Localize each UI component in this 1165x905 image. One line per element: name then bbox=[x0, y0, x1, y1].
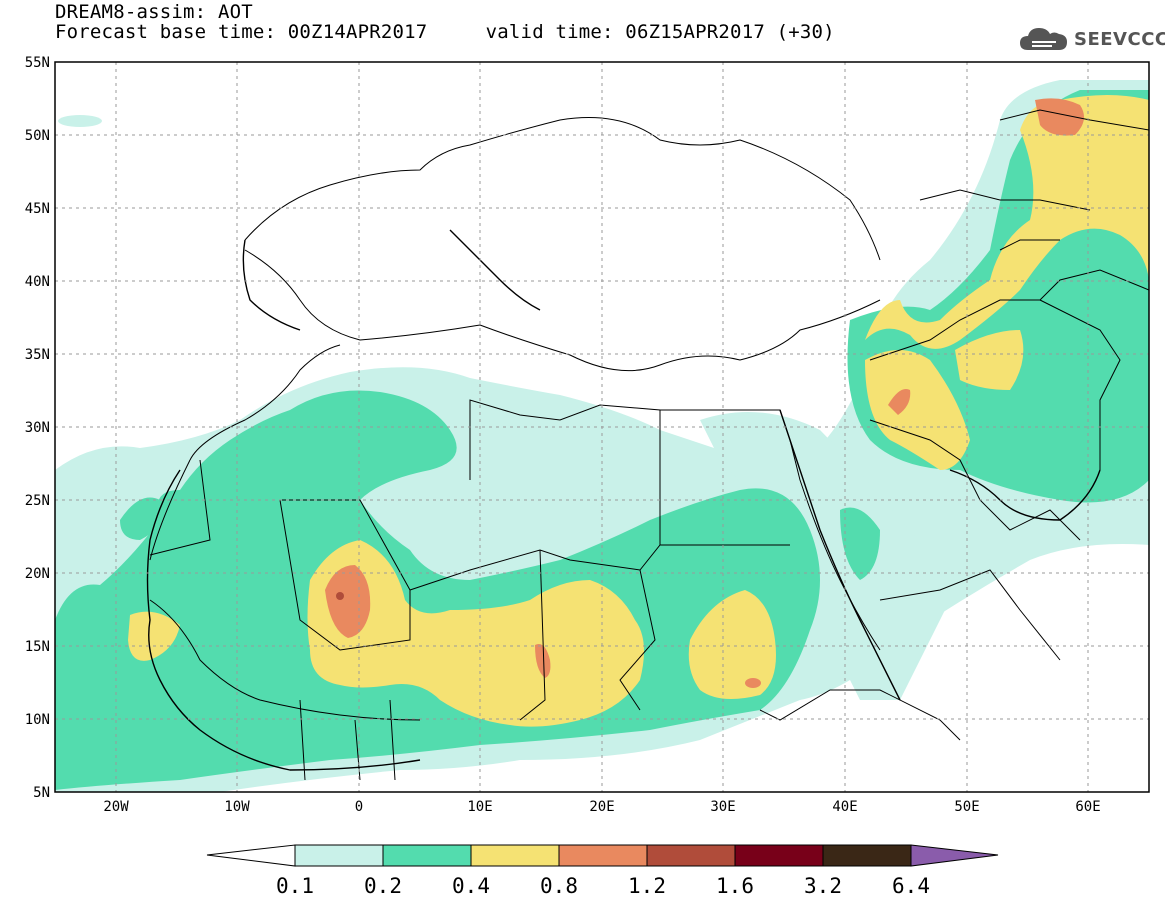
colorbar-label: 6.4 bbox=[892, 874, 930, 898]
colorbar-swatch bbox=[382, 844, 472, 867]
colorbar-swatch bbox=[646, 844, 736, 867]
map-title: DREAM8-assim: AOT bbox=[55, 1, 253, 23]
colorbar-over-arrow bbox=[910, 844, 999, 867]
lat-tick-label: 30N bbox=[25, 420, 50, 436]
cloud-logo-icon bbox=[1020, 28, 1067, 50]
colorbar-swatch bbox=[558, 844, 648, 867]
coastlines bbox=[146, 229, 1101, 771]
lat-tick-label: 45N bbox=[25, 201, 50, 217]
lon-tick-label: 10W bbox=[224, 799, 250, 815]
lon-tick-label: 0 bbox=[355, 799, 363, 815]
lon-tick-label: 30E bbox=[710, 799, 735, 815]
lat-tick-label: 35N bbox=[25, 347, 50, 363]
lon-tick-label: 50E bbox=[954, 799, 979, 815]
colorbar-label: 3.2 bbox=[804, 874, 842, 898]
colorbar-swatch bbox=[470, 844, 560, 867]
forecast-time-info: Forecast base time: 00Z14APR2017 valid t… bbox=[55, 21, 835, 43]
colorbar-swatch bbox=[822, 844, 912, 867]
lat-tick-label: 40N bbox=[25, 274, 50, 290]
map-frame bbox=[54, 61, 1150, 793]
colorbar-under-arrow bbox=[206, 844, 296, 867]
graticule bbox=[55, 62, 1149, 792]
colorbar-label: 1.2 bbox=[628, 874, 666, 898]
lon-tick-label: 20E bbox=[589, 799, 614, 815]
lat-tick-label: 10N bbox=[25, 712, 50, 728]
logo-text: SEEVCCC bbox=[1074, 28, 1165, 50]
lon-tick-label: 10E bbox=[467, 799, 492, 815]
lon-tick-label: 60E bbox=[1075, 799, 1100, 815]
aot-level-0.4 bbox=[128, 95, 1149, 727]
country-borders bbox=[55, 62, 1149, 781]
colorbar-swatch bbox=[734, 844, 824, 867]
lat-tick-label: 25N bbox=[25, 493, 50, 509]
colorbar-label: 0.2 bbox=[364, 874, 402, 898]
colorbar-label: 0.1 bbox=[276, 874, 314, 898]
colorbar: 0.1 0.2 0.4 0.8 1.2 1.6 3.2 6.4 bbox=[206, 844, 999, 898]
lon-tick-label: 40E bbox=[832, 799, 857, 815]
seevccc-logo: SEEVCCC bbox=[1018, 22, 1165, 56]
latitude-axis: 55N 50N 45N 40N 35N 30N 25N 20N 15N 10N … bbox=[25, 55, 50, 801]
lon-tick-label: 20W bbox=[103, 799, 129, 815]
colorbar-label: 0.8 bbox=[540, 874, 578, 898]
colorbar-label: 1.6 bbox=[716, 874, 754, 898]
lat-tick-label: 5N bbox=[33, 785, 50, 801]
lat-tick-label: 55N bbox=[25, 55, 50, 71]
aot-level-0.8 bbox=[325, 98, 1084, 688]
colorbar-swatch bbox=[294, 844, 384, 867]
lat-tick-label: 20N bbox=[25, 566, 50, 582]
colorbar-label: 0.4 bbox=[452, 874, 490, 898]
lat-tick-label: 50N bbox=[25, 128, 50, 144]
longitude-axis: 20W 10W 0 10E 20E 30E 40E 50E 60E bbox=[103, 799, 1100, 815]
aot-level-1.2 bbox=[336, 592, 344, 600]
lat-tick-label: 15N bbox=[25, 639, 50, 655]
